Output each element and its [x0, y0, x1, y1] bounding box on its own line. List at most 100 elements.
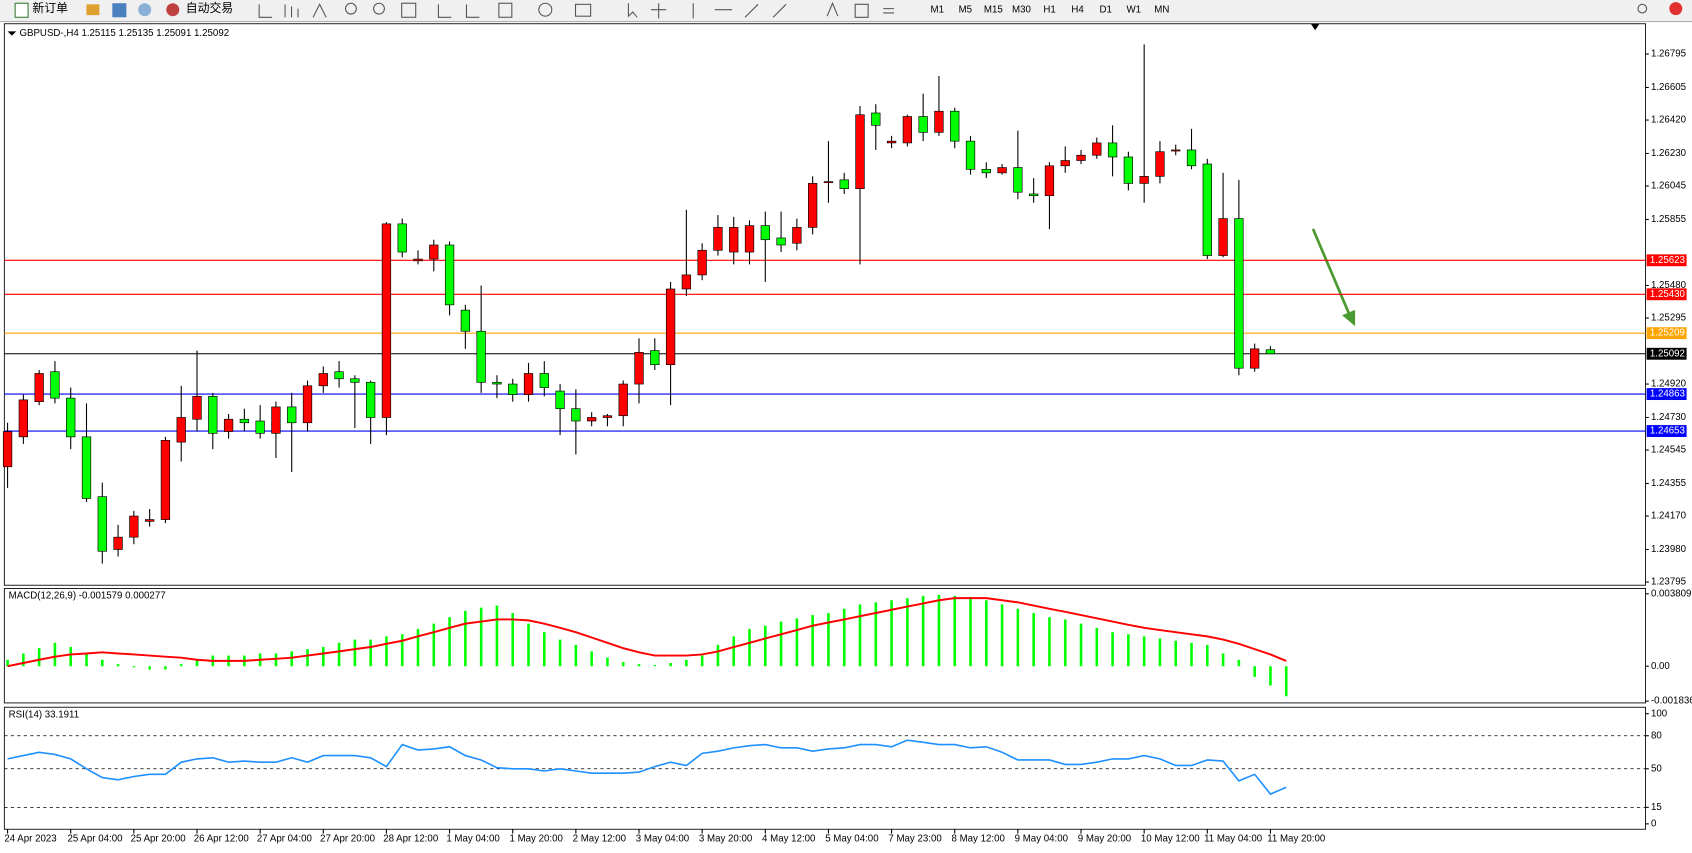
candle-body [981, 168, 991, 174]
macd-bar [748, 628, 751, 667]
symbol-menu[interactable] [7, 31, 17, 36]
candle-body [1265, 349, 1276, 355]
candle-body [145, 519, 155, 522]
candle-body [492, 381, 502, 385]
macd-bar [321, 647, 325, 667]
macd-bar [1269, 666, 1272, 686]
y-tick-label: 1.26045 [1651, 181, 1686, 192]
tile-icon[interactable] [401, 2, 417, 18]
icon[interactable] [112, 3, 127, 18]
candle-body [444, 244, 455, 306]
level-label-box [1646, 327, 1687, 340]
search-icon[interactable] [1637, 3, 1648, 14]
candle-body [571, 408, 581, 422]
candle-body [839, 179, 849, 189]
x-tick-label: 28 Apr 12:00 [383, 834, 439, 845]
y-tick-label: 1.24170 [1651, 511, 1687, 522]
macd-bar [527, 623, 530, 667]
macd-bar [195, 659, 199, 667]
indicators-icon[interactable] [498, 2, 513, 18]
auto-trading-icon[interactable] [166, 3, 180, 17]
icon[interactable] [138, 3, 152, 17]
macd-bar [795, 618, 799, 667]
zoom-out[interactable] [373, 2, 385, 15]
zoom-in[interactable] [344, 2, 357, 15]
candle-body [1060, 160, 1070, 167]
macd-bar [464, 610, 467, 667]
macd-bar [116, 664, 120, 667]
auto-trading-button[interactable]: 自动交易 [186, 1, 233, 15]
macd-bar [1016, 608, 1020, 667]
drawing-tools[interactable] [627, 1, 895, 19]
level-label: 1.25623 [1650, 255, 1685, 266]
macd-bar [100, 659, 104, 667]
candle-body [97, 496, 107, 552]
timeframe-button[interactable]: D1 [1099, 4, 1111, 15]
periods-icon[interactable] [538, 2, 553, 17]
macd-bar [811, 615, 814, 667]
candle-body [587, 417, 597, 422]
level-label-box [1646, 254, 1687, 267]
macd-bar [1237, 659, 1241, 667]
timeframe-button[interactable]: M5 [959, 4, 972, 15]
icon[interactable] [86, 4, 100, 16]
timeframe-button[interactable]: H1 [1043, 4, 1055, 15]
macd-bar [306, 649, 309, 667]
candle-body [271, 406, 281, 434]
candle-body [729, 227, 739, 253]
candle-body [902, 116, 913, 144]
scroll-icons[interactable] [437, 4, 480, 18]
macd-bar [416, 628, 420, 667]
timeframe-button[interactable]: MN [1154, 4, 1169, 15]
candle-body [1155, 151, 1165, 177]
templates-icon[interactable] [574, 3, 592, 17]
candle-body [1171, 149, 1181, 152]
candle-body [1218, 218, 1228, 256]
timeframe-button[interactable]: M15 [984, 4, 1003, 15]
macd-bar [1174, 640, 1178, 667]
timeframe-button[interactable]: M1 [930, 4, 943, 15]
candle-body [1139, 176, 1149, 184]
macd-bar [479, 607, 483, 667]
macd-bar [369, 639, 372, 667]
level-label-box [1646, 288, 1687, 301]
macd-bar [53, 642, 57, 667]
macd-bar [764, 625, 767, 667]
candle-body [855, 114, 865, 189]
x-tick-label: 7 May 23:00 [888, 834, 942, 845]
candle-body [508, 383, 518, 395]
level-label: 1.24863 [1650, 389, 1685, 400]
candle-body [318, 373, 328, 387]
timeframe-button[interactable]: W1 [1126, 4, 1141, 15]
candle-body [34, 373, 44, 402]
macd-bar [921, 595, 925, 667]
macd-bar [1079, 623, 1083, 667]
macd-bar [37, 648, 41, 667]
candle-body [255, 420, 265, 434]
macd-bar [511, 612, 515, 667]
candle-body [602, 415, 613, 418]
macd-bar [953, 595, 957, 667]
signal-line [7, 597, 1287, 668]
candle-body [81, 436, 92, 499]
timeframe-button[interactable]: M30 [1012, 4, 1031, 15]
new-order-icon[interactable] [14, 2, 29, 18]
chart-type-icons[interactable] [258, 3, 327, 18]
candle-body [950, 110, 960, 142]
timeframe-button[interactable]: H4 [1071, 4, 1084, 15]
y-tick-label: 80 [1651, 730, 1662, 741]
candle-body [697, 249, 707, 276]
candle-body [808, 183, 818, 228]
notification-badge[interactable] [1669, 2, 1683, 16]
new-order-button[interactable]: 新订单 [32, 1, 68, 15]
macd-bar [732, 636, 736, 667]
macd-bar [22, 653, 25, 667]
candle-body [871, 112, 881, 126]
y-tick-label: 0.003809 [1651, 588, 1691, 599]
candle-body [523, 373, 534, 395]
macd-bar [621, 662, 625, 667]
y-tick-label: 1.24355 [1651, 478, 1686, 489]
macd-bar [906, 598, 909, 667]
candle-body [208, 396, 218, 434]
